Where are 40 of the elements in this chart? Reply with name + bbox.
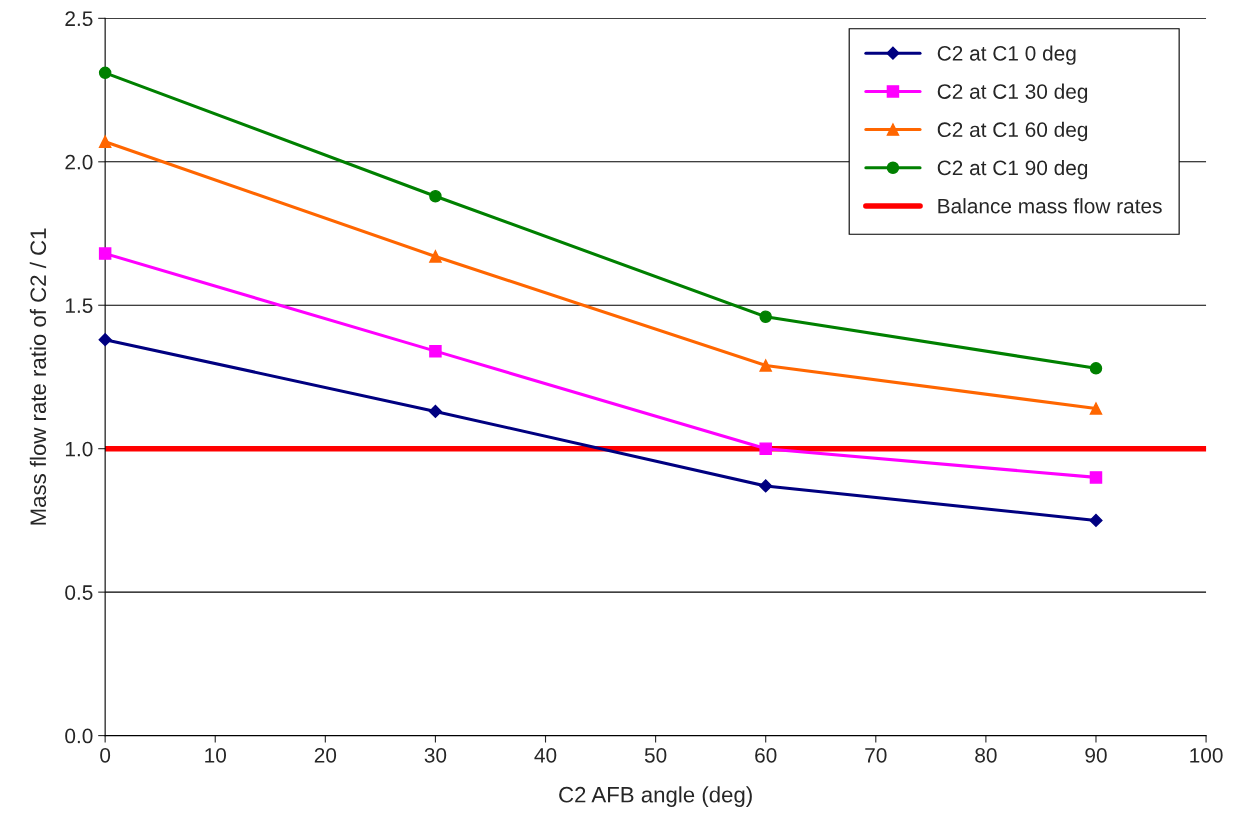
x-tick-label: 40 <box>534 747 557 763</box>
y-tick-label: 1.5 <box>65 298 93 313</box>
y-axis-title: Mass flow rate ratio of C2 / C1 <box>29 228 47 525</box>
x-tick-label: 60 <box>755 747 777 763</box>
point <box>759 310 772 323</box>
x-tick-label: 70 <box>865 747 887 763</box>
y-tick-label: 1.0 <box>65 441 93 457</box>
point <box>428 404 443 418</box>
point <box>759 359 772 372</box>
x-tick-label: 0 <box>100 747 111 763</box>
point <box>1089 513 1103 528</box>
point <box>759 442 772 455</box>
point <box>98 333 112 347</box>
y-tick-label: 0.5 <box>65 585 93 600</box>
point <box>1089 471 1103 484</box>
point <box>429 250 442 263</box>
point <box>1089 362 1103 375</box>
legend-label: C2 at C1 0 deg <box>937 45 1076 65</box>
legend-label: Balance mass flow rates <box>938 198 1162 214</box>
legend-label: C2 at C1 60 deg <box>937 121 1088 142</box>
x-tick-label: 10 <box>205 747 227 763</box>
point <box>429 344 442 358</box>
point <box>759 479 773 493</box>
y-tick-label: 2.5 <box>65 11 93 27</box>
x-tick-label: 90 <box>1085 747 1107 763</box>
x-tick-label: 100 <box>1190 747 1223 763</box>
x-tick-label: 50 <box>644 747 667 763</box>
point <box>98 247 112 260</box>
point <box>1089 402 1103 415</box>
y-tick-label: 0.0 <box>65 728 93 744</box>
legend-label: C2 at C1 30 deg <box>937 83 1088 104</box>
x-axis-title: C2 AFB angle (deg) <box>559 786 752 807</box>
point <box>98 66 112 80</box>
point <box>98 135 112 148</box>
legend-label: C2 at C1 90 deg <box>937 159 1088 180</box>
y-tick-label: 2.0 <box>65 154 93 170</box>
x-tick-label: 80 <box>975 747 997 763</box>
x-tick-label: 30 <box>424 747 447 763</box>
point <box>429 189 442 203</box>
x-tick-label: 20 <box>314 747 337 763</box>
